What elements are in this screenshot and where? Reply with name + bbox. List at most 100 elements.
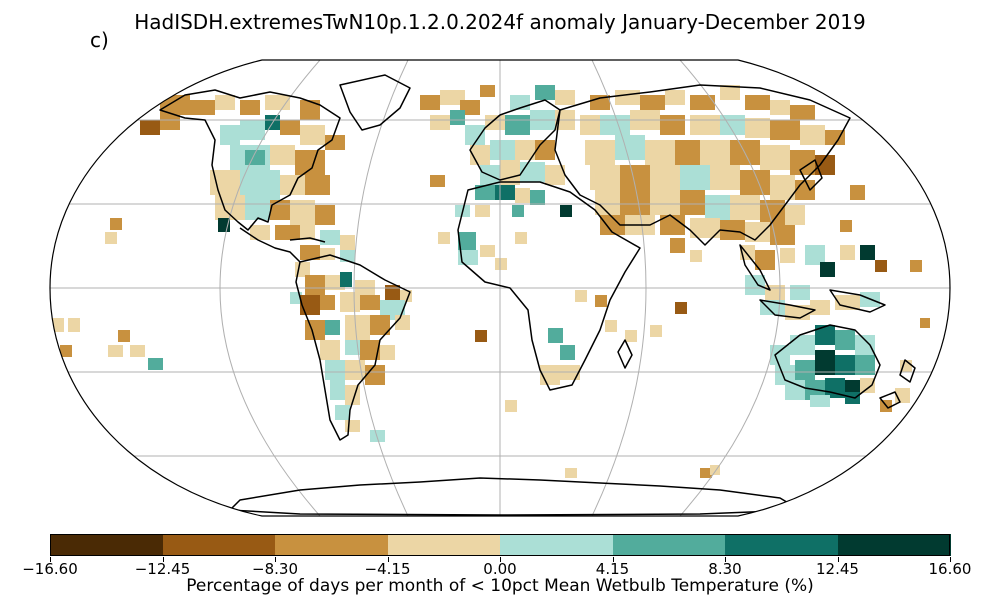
anomaly-cell	[395, 315, 410, 330]
anomaly-cell	[860, 378, 875, 393]
anomaly-cell	[745, 275, 765, 295]
anomaly-cell	[305, 175, 330, 195]
anomaly-cell	[305, 320, 325, 340]
anomaly-cell	[650, 165, 680, 190]
anomaly-cell	[360, 340, 380, 360]
anomaly-cell	[420, 95, 440, 110]
anomaly-cell	[760, 145, 790, 170]
anomaly-cell	[745, 118, 770, 138]
anomaly-cell	[315, 205, 335, 225]
anomaly-cell	[465, 125, 485, 145]
anomaly-cell	[675, 302, 687, 314]
anomaly-cell	[810, 395, 830, 407]
anomaly-cell	[565, 468, 577, 478]
anomaly-cell	[430, 175, 445, 187]
anomaly-cell	[160, 95, 190, 115]
colorbar-segment	[837, 534, 951, 556]
anomaly-cell	[560, 345, 575, 360]
anomaly-cell	[825, 130, 845, 145]
anomaly-cell	[370, 430, 385, 442]
anomaly-cell	[875, 260, 887, 272]
anomaly-cell	[458, 232, 476, 250]
anomaly-cell	[835, 355, 855, 375]
anomaly-cell	[340, 272, 352, 287]
anomaly-cell	[325, 320, 340, 335]
colorbar-segment	[275, 534, 388, 556]
anomaly-cell	[790, 335, 815, 355]
anomaly-cell	[745, 222, 770, 242]
colorbar-tick	[387, 557, 389, 562]
anomaly-cell	[515, 140, 535, 160]
colorbar-segment	[162, 534, 276, 556]
anomaly-cell	[495, 185, 515, 200]
anomaly-cell	[300, 295, 320, 315]
anomaly-cell	[690, 250, 702, 262]
anomaly-cell	[660, 115, 685, 135]
anomaly-cell	[795, 360, 815, 380]
colorbar-segment	[387, 534, 501, 556]
anomaly-cell	[745, 95, 770, 110]
anomaly-cell	[300, 245, 320, 260]
anomaly-cell	[130, 345, 145, 357]
anomaly-cell	[680, 165, 710, 190]
anomaly-cell	[385, 285, 400, 300]
anomaly-cell	[700, 140, 730, 165]
anomaly-cell	[620, 190, 650, 215]
anomaly-cell	[580, 115, 600, 135]
anomaly-cell	[520, 162, 545, 182]
anomaly-cell	[218, 218, 230, 232]
anomaly-cell	[855, 355, 875, 375]
colorbar-tick	[50, 557, 51, 562]
colorbar-segment	[50, 534, 163, 556]
colorbar-segment	[500, 534, 613, 556]
anomaly-cell	[240, 120, 265, 140]
anomaly-cell	[850, 185, 865, 200]
anomaly-cell	[535, 140, 555, 160]
anomaly-cell	[320, 295, 335, 310]
anomaly-cell	[835, 295, 860, 310]
anomaly-cell	[330, 380, 345, 400]
anomaly-cell	[860, 245, 875, 260]
anomaly-cell	[105, 232, 117, 244]
anomaly-cell	[345, 420, 360, 432]
anomaly-cell	[485, 115, 505, 130]
anomaly-cell	[148, 358, 163, 370]
anomaly-cell	[670, 238, 685, 253]
anomaly-cell	[840, 245, 855, 260]
anomaly-cell	[240, 170, 280, 200]
colorbar-tick	[500, 557, 501, 562]
anomaly-cell	[910, 260, 922, 272]
anomaly-cell	[438, 232, 450, 244]
anomaly-cell	[380, 345, 395, 360]
anomaly-cell	[720, 220, 745, 240]
anomaly-cell	[512, 205, 524, 217]
anomaly-cell	[650, 325, 662, 337]
anomaly-cell	[785, 380, 805, 400]
anomaly-cell	[110, 218, 122, 230]
anomaly-cell	[780, 248, 795, 263]
anomaly-cell	[640, 95, 665, 110]
anomaly-cell	[605, 320, 617, 332]
anomaly-cell	[625, 330, 637, 342]
colorbar-tick	[950, 557, 951, 562]
anomaly-cell	[458, 250, 478, 265]
anomaly-cell	[945, 330, 950, 342]
colorbar-tick	[725, 557, 726, 562]
colorbar-tick-label: −4.15	[364, 560, 411, 578]
anomaly-cell	[790, 105, 815, 120]
anomaly-cell	[52, 318, 64, 332]
anomaly-cell	[855, 335, 875, 355]
anomaly-cell	[68, 318, 80, 332]
anomaly-cell	[560, 205, 572, 217]
anomaly-cell	[505, 400, 517, 412]
anomaly-cell	[505, 115, 530, 135]
anomaly-cell	[300, 100, 320, 120]
anomaly-cell	[345, 340, 360, 355]
colorbar-tick-label: 8.30	[708, 560, 742, 578]
anomaly-cell	[440, 90, 465, 105]
anomaly-cell	[770, 120, 800, 140]
anomaly-cell	[320, 340, 340, 360]
anomaly-cell	[680, 190, 705, 215]
anomaly-cell	[545, 165, 565, 185]
anomaly-cell	[490, 140, 515, 160]
